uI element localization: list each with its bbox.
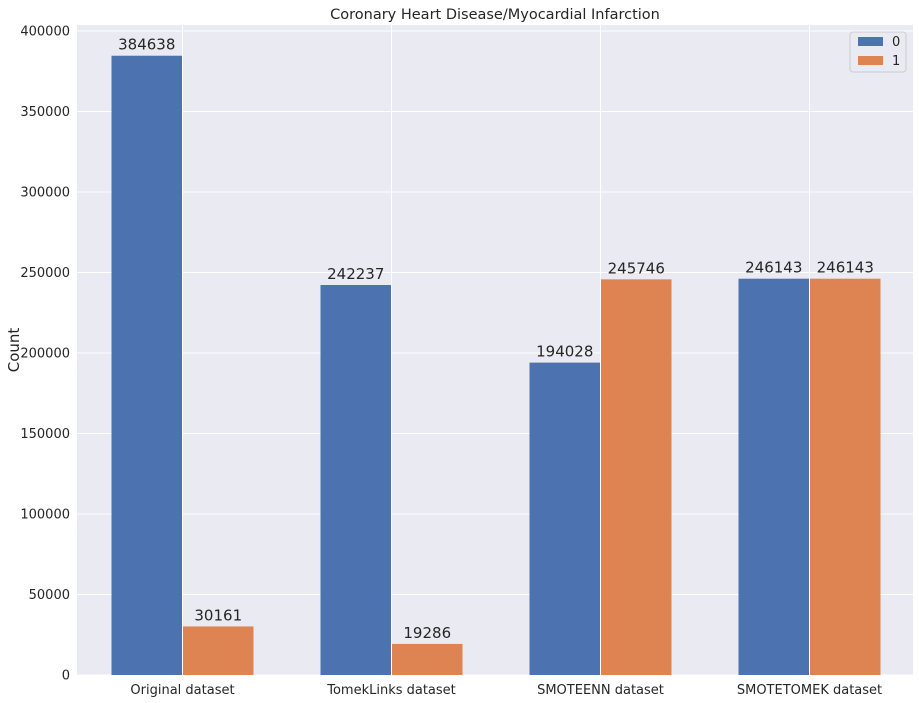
chart-title: Coronary Heart Disease/Myocardial Infarc… [330,7,660,23]
gridlines [77,25,913,676]
x-tick-label: Original dataset [130,683,234,698]
bar-value-label: 384638 [118,36,175,54]
legend-label-series-0: 0 [892,35,900,50]
bar-series-0 [738,278,809,675]
bar-series-1 [392,643,463,675]
legend-swatch-series-1 [858,56,883,65]
bar-value-label: 246143 [745,259,802,277]
y-tick-label: 0 [62,669,70,684]
bar-value-label: 245746 [608,259,665,277]
x-tick-label: SMOTEENN dataset [537,683,664,698]
legend-swatch-series-0 [858,37,883,46]
y-axis-label: Count [5,328,23,373]
bars [111,55,881,676]
bar-series-1 [183,626,254,675]
y-tick-label: 50000 [29,588,70,603]
x-tick-label: TomekLinks dataset [326,683,456,698]
bar-value-labels: 384638 242237 194028 246143 30161 19286 245746… [118,36,874,642]
bar-value-label: 246143 [817,259,874,277]
bar-series-0 [111,55,182,676]
bar-series-1 [601,279,672,675]
legend-label-series-1: 1 [892,54,900,69]
y-tick-label: 300000 [20,186,70,201]
bar-value-label: 194028 [536,343,593,361]
bar-series-0 [320,284,391,675]
bar-value-label: 19286 [403,624,451,642]
y-tick-label: 150000 [20,427,70,442]
bar-value-label: 242237 [327,265,384,283]
bar-value-label: 30161 [194,606,242,624]
y-tick-label: 100000 [20,508,70,523]
y-axis-ticks: 0 50000 100000 150000 200000 250000 300000 3500… [20,25,70,684]
y-tick-label: 400000 [20,25,70,40]
legend: 0 1 [849,31,907,73]
y-tick-label: 350000 [20,105,70,120]
x-tick-label: SMOTETOMEK dataset [737,683,882,698]
y-tick-label: 200000 [20,347,70,362]
bar-series-0 [529,362,600,675]
y-tick-label: 250000 [20,266,70,281]
x-axis-ticks: Original dataset TomekLinks dataset SMOTEE… [130,683,882,698]
bar-series-1 [810,278,881,675]
